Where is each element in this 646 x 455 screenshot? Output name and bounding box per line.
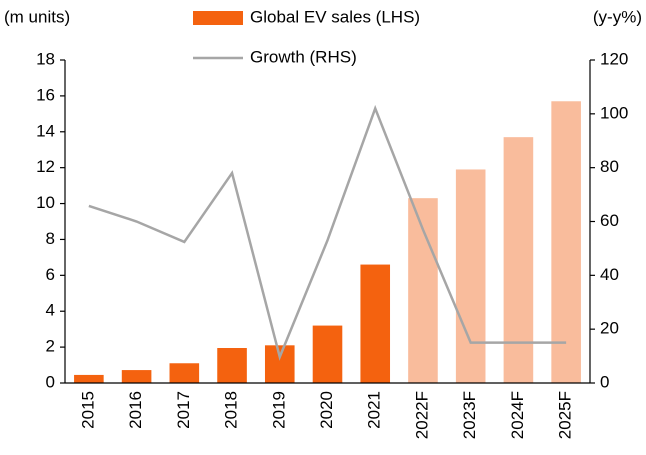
y-tick-label: 18 [36, 49, 55, 68]
x-tick-label: 2021 [365, 391, 384, 429]
x-tick-label: 2019 [269, 391, 288, 429]
bar [121, 370, 152, 383]
bar [408, 198, 438, 383]
y2-tick-label: 60 [600, 211, 619, 230]
y-tick-label: 16 [36, 85, 55, 104]
bar [264, 345, 295, 383]
y2-tick-label: 120 [600, 49, 628, 68]
growth-line [88, 104, 567, 361]
x-tick-label: 2017 [174, 391, 193, 429]
y-tick-label: 4 [46, 301, 55, 320]
legend-swatch [193, 11, 243, 25]
legend-label: Growth (RHS) [250, 47, 357, 66]
x-tick-label: 2023F [460, 391, 479, 439]
bar [74, 374, 104, 383]
x-tick-label: 2018 [222, 391, 241, 429]
bar [551, 101, 581, 384]
y-tick-label: 14 [36, 121, 55, 140]
y2-tick-label: 20 [600, 319, 619, 338]
y2-tick-label: 40 [600, 265, 619, 284]
y2-tick-label: 80 [600, 157, 619, 176]
y-tick-label: 6 [46, 265, 55, 284]
y-tick-label: 12 [36, 157, 55, 176]
bar [312, 325, 343, 383]
y2-tick-label: 0 [600, 372, 609, 391]
bar [217, 348, 247, 383]
y-tick-label: 8 [46, 229, 55, 248]
y-tick-label: 10 [36, 193, 55, 212]
x-tick-label: 2024F [508, 391, 527, 439]
x-tick-label: 2025F [556, 391, 575, 439]
y2-tick-label: 100 [600, 103, 628, 122]
x-tick-label: 2020 [317, 391, 336, 429]
x-tick-label: 2022F [412, 391, 431, 439]
legend-label: Global EV sales (LHS) [250, 7, 420, 26]
bar [169, 363, 200, 383]
y-axis-label: (m units) [4, 7, 70, 26]
y-tick-label: 2 [46, 337, 55, 356]
x-tick-label: 2015 [78, 391, 97, 429]
y2-axis-label: (y-y%) [593, 7, 642, 26]
x-tick-label: 2016 [126, 391, 145, 429]
bar [503, 137, 534, 383]
bar [360, 264, 391, 383]
bar [455, 169, 486, 383]
y-tick-label: 0 [46, 372, 55, 391]
